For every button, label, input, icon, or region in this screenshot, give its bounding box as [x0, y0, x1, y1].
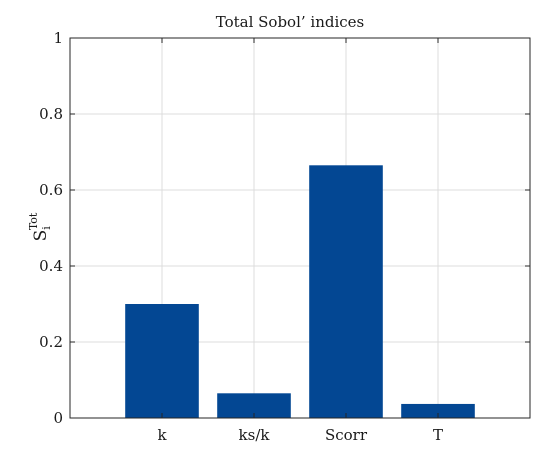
y-axis-label: SiTot: [27, 212, 53, 241]
x-tick-label: ks/k: [239, 426, 271, 444]
y-tick-label: 0.6: [39, 181, 63, 199]
y-tick-label: 0: [53, 409, 63, 427]
x-tick-label: Scorr: [325, 426, 368, 444]
y-tick-label: 1: [53, 29, 63, 47]
bar-k: [125, 304, 199, 418]
x-axis-ticks: k ks/k Scorr T: [157, 38, 443, 444]
x-tick-label: k: [157, 426, 167, 444]
svg-text:SiTot: SiTot: [27, 212, 53, 241]
bars: [125, 165, 475, 418]
y-tick-label: 0.8: [39, 105, 63, 123]
chart-title: Total Sobol’ indices: [216, 13, 365, 31]
x-tick-label: T: [433, 426, 443, 444]
y-axis-label-base: S: [31, 230, 51, 242]
bar-scorr: [309, 165, 383, 418]
y-tick-label: 0.4: [39, 257, 63, 275]
axes: [69, 37, 531, 419]
y-axis-label-subscript: i: [40, 226, 53, 230]
bar-t: [401, 403, 475, 418]
y-tick-label: 0.2: [39, 333, 63, 351]
plot-frame: [69, 37, 531, 419]
y-axis-label-superscript: Tot: [27, 212, 40, 230]
y-axis-ticks: 0 0.2 0.4 0.6 0.8 1: [39, 29, 530, 427]
